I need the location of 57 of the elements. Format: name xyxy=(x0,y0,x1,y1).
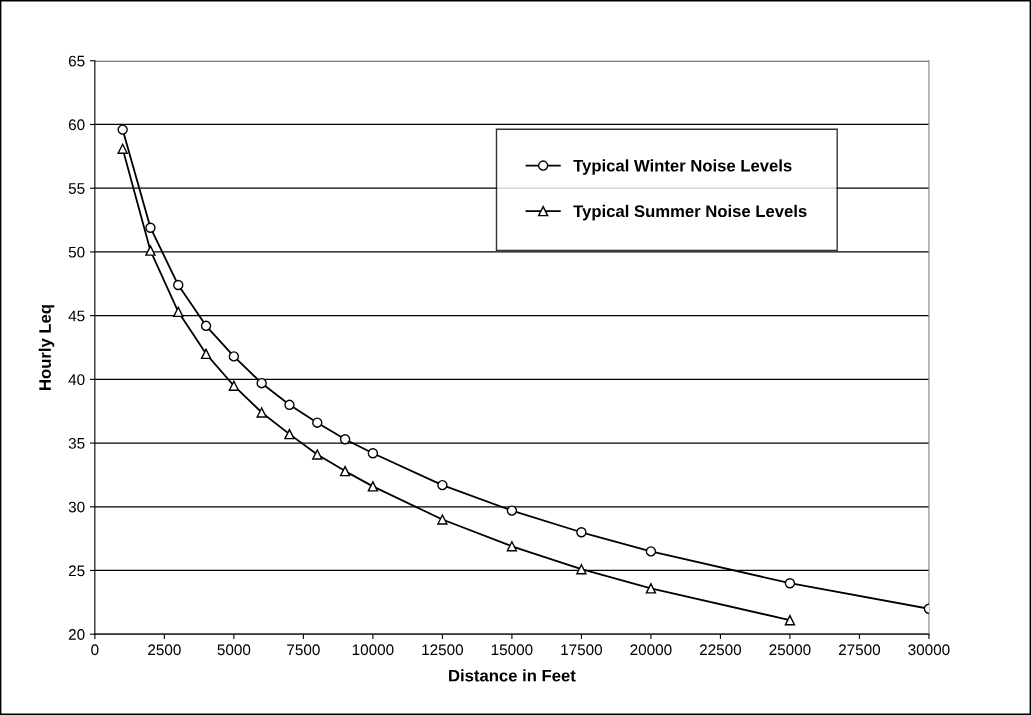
x-tick-label: 30000 xyxy=(908,644,950,656)
point xyxy=(312,417,323,428)
point xyxy=(228,380,240,391)
x-tick-label: 10000 xyxy=(352,644,394,656)
legend-label: Typical Summer Noise Levels xyxy=(573,204,807,221)
point xyxy=(645,583,657,594)
point xyxy=(367,448,379,459)
x-tick-label: 5000 xyxy=(217,644,251,656)
x-tick-label: 27500 xyxy=(838,644,881,656)
point xyxy=(339,434,351,445)
point xyxy=(284,428,295,440)
y-tick-label: 40 xyxy=(68,374,85,386)
x-axis-title: Distance in Feet xyxy=(449,669,576,682)
point xyxy=(367,481,379,492)
point xyxy=(576,564,587,575)
point xyxy=(256,377,267,389)
point xyxy=(506,505,518,516)
y-tick-label: 25 xyxy=(68,565,85,577)
point xyxy=(117,124,128,135)
point xyxy=(506,541,518,552)
point xyxy=(312,449,323,460)
point xyxy=(117,143,128,154)
y-tick-label: 20 xyxy=(68,629,85,640)
x-tick-label: 22500 xyxy=(699,644,742,656)
point xyxy=(200,348,212,360)
point xyxy=(437,479,448,491)
y-tick-label: 30 xyxy=(68,501,85,513)
point xyxy=(173,279,184,291)
x-tick-label: 15000 xyxy=(491,644,533,656)
y-tick-label: 35 xyxy=(68,437,85,449)
point xyxy=(645,546,657,557)
y-tick-label: 55 xyxy=(68,183,85,194)
x-tick-label: 12500 xyxy=(422,644,464,656)
x-tick-label: 7500 xyxy=(287,644,320,656)
point xyxy=(284,399,295,411)
point xyxy=(339,465,351,477)
y-tick-label: 65 xyxy=(68,55,85,67)
x-tick-label: 2500 xyxy=(148,644,181,656)
x-tick-label: 25000 xyxy=(769,644,811,656)
y-tick-label: 50 xyxy=(68,246,85,258)
x-tick-label: 17500 xyxy=(561,644,603,656)
point xyxy=(784,578,796,589)
legend-label: Typical Winter Noise Levels xyxy=(573,159,792,175)
point xyxy=(145,222,156,233)
y-tick-label: 45 xyxy=(68,310,85,322)
y-axis-title: Hourly Leq xyxy=(38,305,55,390)
point xyxy=(256,407,267,418)
point xyxy=(173,306,184,318)
x-tick-label: 20000 xyxy=(630,644,672,656)
point xyxy=(576,527,587,538)
y-tick-label: 60 xyxy=(68,119,85,131)
point xyxy=(228,351,240,362)
x-tick-label: 0 xyxy=(91,644,99,656)
point xyxy=(784,614,796,626)
point xyxy=(145,245,156,256)
point xyxy=(437,514,448,525)
point xyxy=(200,320,212,332)
